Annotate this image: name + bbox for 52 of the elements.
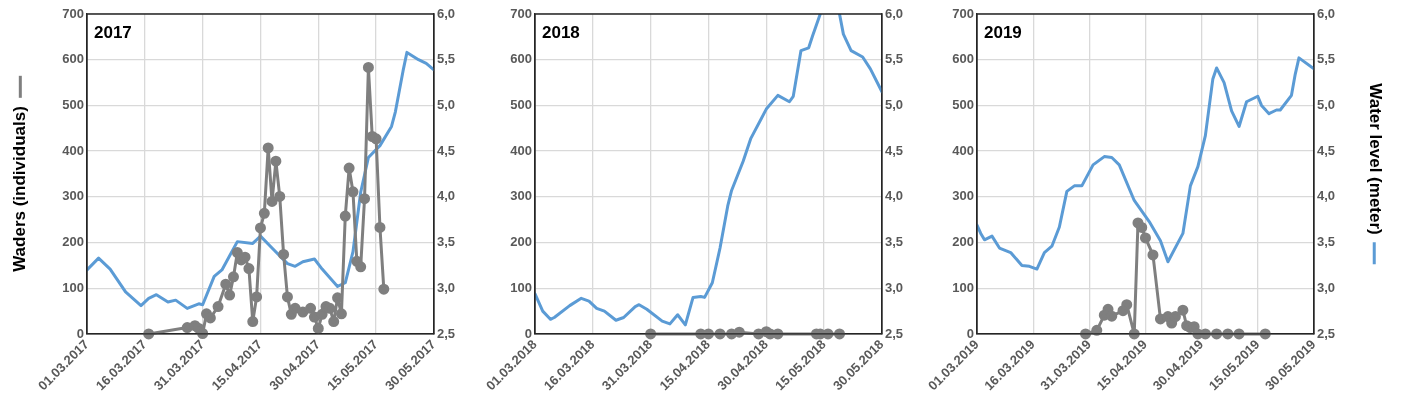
y-tick-label: 200 — [510, 234, 533, 250]
y2-tick-label: 4,5 — [884, 142, 904, 158]
y2-tick-label: 4,5 — [436, 142, 456, 158]
y-tick-label: 100 — [62, 279, 85, 295]
y2-tick-label: 5,0 — [1316, 97, 1336, 112]
y2-tick-label: 3,5 — [436, 234, 456, 250]
y2-tick-label: 5,0 — [436, 97, 456, 112]
y-tick-label: 400 — [952, 142, 975, 158]
y2-tick-label: 4,5 — [1316, 142, 1336, 158]
y-tick-label: 400 — [510, 142, 533, 158]
y-axis-title: Waders (individuals) — [9, 106, 30, 272]
y2-tick-label: 4,0 — [436, 188, 456, 204]
y2-tick-label: 5,5 — [436, 51, 456, 67]
y-tick-label: 700 — [62, 5, 85, 21]
y2-axis-title: Water level (meter) — [1364, 83, 1385, 235]
y-tick-label: 0 — [966, 325, 975, 341]
y2-tick-label: 5,5 — [884, 51, 904, 67]
y-tick-label: 200 — [62, 234, 85, 250]
y2-tick-label: 3,0 — [436, 279, 456, 295]
y2-tick-label: 4,0 — [1316, 188, 1336, 204]
y2-tick-label: 6,0 — [436, 5, 456, 21]
y-tick-label: 300 — [62, 188, 85, 204]
y-tick-label: 100 — [510, 279, 533, 295]
y2-tick-label: 2,5 — [436, 325, 456, 341]
y-tick-label: 200 — [952, 234, 975, 250]
y2-tick-label: 5,5 — [1316, 51, 1336, 67]
y2-tick-label: 2,5 — [884, 325, 904, 341]
y-tick-label: 400 — [62, 142, 85, 158]
y-tick-label: 700 — [510, 5, 533, 21]
y-tick-label: 300 — [952, 188, 975, 204]
y-tick-label: 600 — [510, 51, 533, 67]
y-tick-label: 700 — [952, 5, 975, 21]
y-tick-label: 300 — [510, 188, 533, 204]
y-tick-label: 600 — [62, 51, 85, 67]
y2-tick-label: 3,0 — [1316, 279, 1336, 295]
y-tick-label: 0 — [524, 325, 533, 341]
y2-tick-label: 6,0 — [1316, 5, 1336, 21]
text: 2018 — [542, 23, 580, 43]
text: 2019 — [984, 23, 1022, 43]
y-tick-label: 500 — [510, 97, 533, 112]
y-tick-label: 600 — [952, 51, 975, 67]
y2-tick-label: 2,5 — [1316, 325, 1336, 341]
y2-tick-label: 3,5 — [1316, 234, 1336, 250]
y2-tick-label: 6,0 — [884, 5, 904, 21]
y-tick-label: 500 — [952, 97, 975, 112]
y2-tick-label: 3,5 — [884, 234, 904, 250]
y2-tick-label: 4,0 — [884, 188, 904, 204]
y2-tick-label: 5,0 — [884, 97, 904, 112]
text: 2017 — [94, 23, 132, 43]
y-tick-label: 100 — [952, 279, 975, 295]
y2-tick-label: 3,0 — [884, 279, 904, 295]
y-tick-label: 500 — [62, 97, 85, 112]
